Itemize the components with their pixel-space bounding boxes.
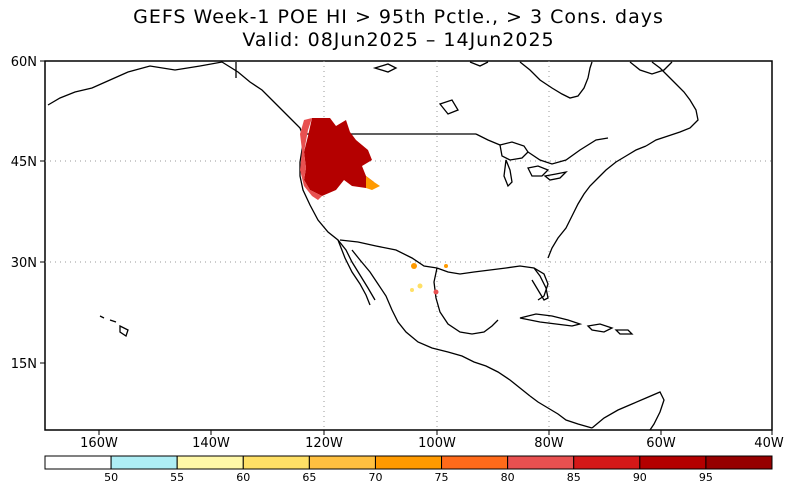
colorbar-swatch [308,455,376,470]
lat-label-60n: 60N [11,55,37,70]
lon-label-120w: 120W [305,436,343,451]
colorbar-swatch [176,455,244,470]
colorbar-tick-label: 65 [302,471,316,484]
colorbar-tick-label: 55 [170,471,184,484]
lon-label-60w: 60W [646,436,676,451]
lon-label-80w: 80W [534,436,564,451]
colorbar: 50 55 60 65 70 75 80 85 90 95 [44,455,773,484]
colorbar-swatch [110,455,178,470]
colorbar-tick-label: 60 [236,471,250,484]
lon-label-40w: 40W [754,436,784,451]
colorbar-tick-label: 90 [633,471,647,484]
colorbar-tick-label: 80 [501,471,515,484]
latitude-labels: 60N 45N 30N 15N [11,55,45,372]
probability-shading [300,118,448,295]
colorbar-swatch [374,455,443,470]
colorbar-tick-label: 85 [567,471,581,484]
lon-label-100w: 100W [418,436,456,451]
lat-label-15n: 15N [11,357,37,372]
colorbar-tick-label: 95 [699,471,713,484]
colorbar-swatch [705,455,773,470]
coastlines [47,61,699,431]
lat-label-45n: 45N [11,155,37,170]
colorbar-swatch [573,455,641,470]
map-title: GEFS Week-1 POE HI > 95th Pctle., > 3 Co… [133,6,664,28]
colorbar-tick-label: 70 [368,471,382,484]
colorbar-swatch [44,455,112,470]
lon-label-160w: 160W [80,436,118,451]
map-valid-dates: Valid: 08Jun2025 – 14Jun2025 [242,29,555,51]
colorbar-tick-label: 50 [104,471,118,484]
colorbar-swatch [441,455,509,470]
longitude-labels: 160W 140W 120W 100W 80W 60W 40W [80,430,784,451]
colorbar-swatch [507,455,575,470]
colorbar-swatch [242,455,310,470]
lat-label-30n: 30N [11,256,37,271]
map-frame [44,60,773,431]
gridlines [45,61,772,430]
lon-label-140w: 140W [192,436,230,451]
colorbar-swatch [639,455,707,470]
colorbar-tick-label: 75 [435,471,449,484]
